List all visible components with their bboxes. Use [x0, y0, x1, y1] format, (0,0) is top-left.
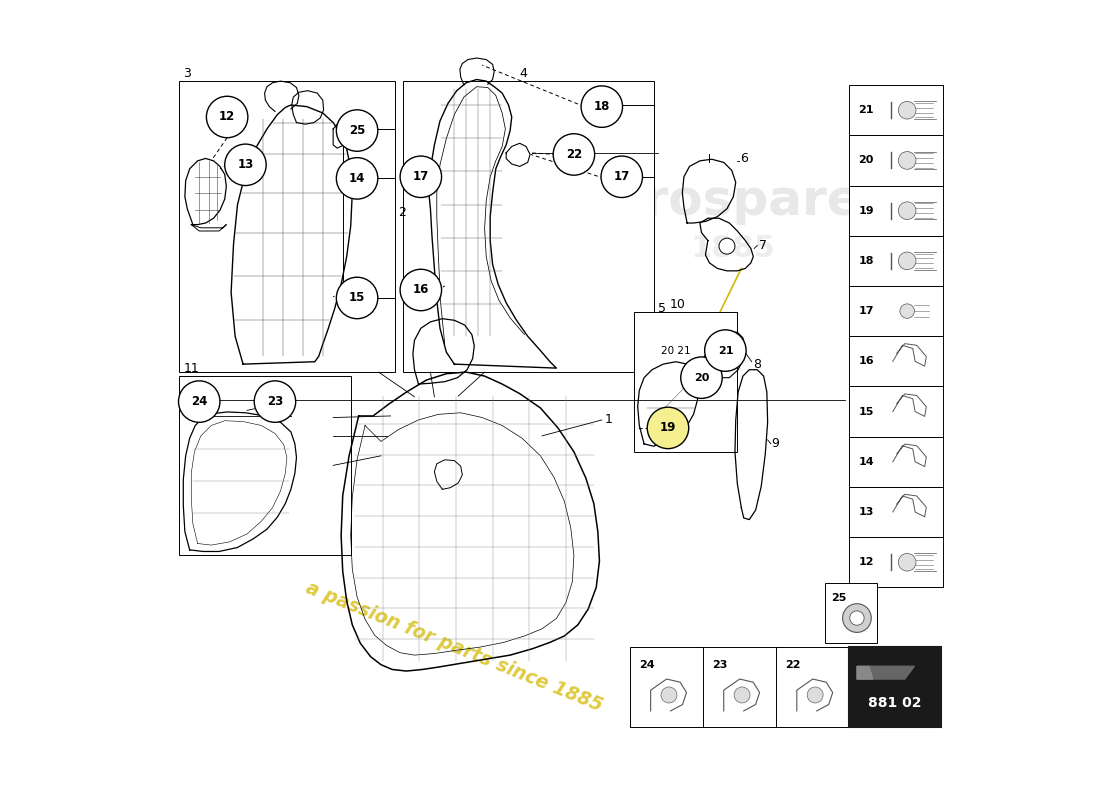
Text: 2: 2	[398, 206, 406, 218]
Text: 11: 11	[184, 362, 199, 374]
Text: 22: 22	[785, 660, 801, 670]
Text: 13: 13	[238, 158, 254, 171]
Bar	[849, 647, 940, 727]
Text: 1885: 1885	[691, 234, 775, 263]
Circle shape	[337, 278, 377, 318]
Text: 20: 20	[858, 155, 873, 166]
Bar	[179, 376, 351, 555]
Text: 16: 16	[412, 283, 429, 297]
Bar	[849, 135, 943, 186]
Circle shape	[850, 611, 865, 626]
Text: 4: 4	[519, 66, 527, 80]
Text: 18: 18	[594, 100, 610, 113]
Text: a passion for parts since 1885: a passion for parts since 1885	[304, 578, 605, 715]
Text: 12: 12	[858, 558, 874, 567]
Text: 21: 21	[717, 346, 733, 355]
Bar	[849, 437, 943, 487]
Text: 14: 14	[858, 457, 874, 466]
Text: 16: 16	[858, 356, 874, 366]
Polygon shape	[857, 666, 873, 679]
Bar	[849, 286, 943, 336]
Text: 1: 1	[604, 414, 612, 426]
Circle shape	[899, 202, 916, 219]
Bar	[629, 647, 849, 727]
Text: 18: 18	[858, 256, 874, 266]
Text: 22: 22	[565, 148, 582, 161]
Bar	[849, 537, 943, 587]
Text: 6: 6	[739, 152, 748, 165]
Text: 20: 20	[694, 373, 710, 382]
Text: 15: 15	[349, 291, 365, 305]
Bar	[849, 386, 943, 437]
Text: 12: 12	[219, 110, 235, 123]
Circle shape	[843, 604, 871, 632]
Circle shape	[719, 238, 735, 254]
Circle shape	[601, 156, 642, 198]
Circle shape	[899, 102, 916, 119]
Circle shape	[899, 252, 916, 270]
Bar	[825, 583, 877, 643]
Text: 10: 10	[670, 298, 686, 311]
Text: 20 21: 20 21	[661, 346, 691, 355]
Circle shape	[553, 134, 595, 175]
Text: 8: 8	[754, 358, 761, 370]
Text: 14: 14	[349, 172, 365, 185]
Text: 15: 15	[858, 406, 873, 417]
Text: 9: 9	[771, 438, 780, 450]
Bar	[849, 487, 943, 537]
Circle shape	[681, 357, 723, 398]
Circle shape	[647, 407, 689, 449]
Circle shape	[734, 687, 750, 703]
Circle shape	[900, 304, 914, 318]
Bar	[849, 336, 943, 386]
Bar	[403, 81, 653, 372]
Circle shape	[224, 144, 266, 186]
Text: 19: 19	[660, 422, 676, 434]
Bar	[849, 85, 943, 135]
Text: 25: 25	[832, 594, 847, 603]
Text: 5: 5	[658, 302, 666, 315]
Bar	[849, 186, 943, 236]
Circle shape	[254, 381, 296, 422]
Circle shape	[661, 687, 676, 703]
Text: 881 02: 881 02	[868, 696, 922, 710]
Circle shape	[400, 156, 441, 198]
Text: 17: 17	[858, 306, 874, 316]
Text: 24: 24	[191, 395, 208, 408]
Text: 3: 3	[184, 66, 191, 80]
Bar	[849, 236, 943, 286]
Circle shape	[178, 381, 220, 422]
Circle shape	[337, 158, 377, 199]
Circle shape	[899, 554, 916, 571]
Text: 23: 23	[713, 660, 728, 670]
Circle shape	[807, 687, 823, 703]
Text: 17: 17	[412, 170, 429, 183]
Text: 24: 24	[639, 660, 654, 670]
Circle shape	[705, 330, 746, 371]
Circle shape	[899, 151, 916, 170]
Circle shape	[207, 96, 248, 138]
Circle shape	[337, 110, 377, 151]
Text: 25: 25	[349, 124, 365, 137]
Circle shape	[581, 86, 623, 127]
Text: 19: 19	[858, 206, 874, 216]
Text: 21: 21	[858, 106, 874, 115]
Polygon shape	[857, 666, 914, 679]
Bar	[634, 312, 737, 452]
Text: 17: 17	[614, 170, 630, 183]
Text: eurospares: eurospares	[575, 177, 891, 225]
Text: 13: 13	[858, 507, 873, 517]
Text: 23: 23	[267, 395, 283, 408]
Bar	[179, 81, 395, 372]
Text: 7: 7	[759, 239, 767, 252]
Circle shape	[400, 270, 441, 310]
